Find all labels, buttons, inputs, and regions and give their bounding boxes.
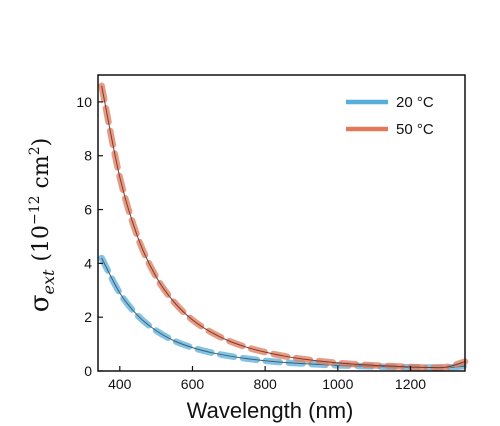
fit-line-2 — [101, 85, 466, 369]
x-tick-label: 1000 — [322, 376, 353, 392]
y-axis-subscript: ext — [39, 269, 58, 294]
plot-frame — [97, 74, 466, 372]
y-tick-label: 2 — [84, 309, 92, 325]
y-axis-unit-close: ) — [29, 138, 54, 147]
series-layer — [98, 82, 469, 371]
legend-label-1: 20 °C — [396, 94, 434, 111]
y-axis-unit-open: (10 — [29, 225, 54, 262]
y-tick-label: 4 — [84, 255, 92, 271]
y-axis-unit-exp2: 2 — [27, 146, 43, 155]
x-tick-label: 800 — [253, 376, 277, 392]
legend-label-2: 50 °C — [396, 121, 434, 138]
x-axis: 400 600 800 1000 1200 — [108, 366, 426, 392]
y-tick-label: 6 — [84, 202, 92, 218]
y-axis: 0 2 4 6 8 10 — [76, 94, 103, 379]
y-tick-label: 8 — [84, 148, 92, 164]
x-tick-label: 1200 — [395, 376, 426, 392]
x-axis-title: Wavelength (nm) — [187, 398, 354, 423]
y-axis-unit-exp: −12 — [27, 195, 43, 225]
y-axis-symbol: σ — [25, 295, 55, 313]
x-tick-label: 400 — [108, 376, 132, 392]
y-axis-unit-mid: cm — [29, 155, 54, 195]
y-axis-title: σext (10−12 cm2) — [25, 138, 58, 313]
y-tick-label: 0 — [84, 363, 92, 379]
x-tick-label: 600 — [181, 376, 205, 392]
y-tick-label: 10 — [76, 94, 92, 110]
legend: 20 °C 50 °C — [346, 94, 434, 138]
